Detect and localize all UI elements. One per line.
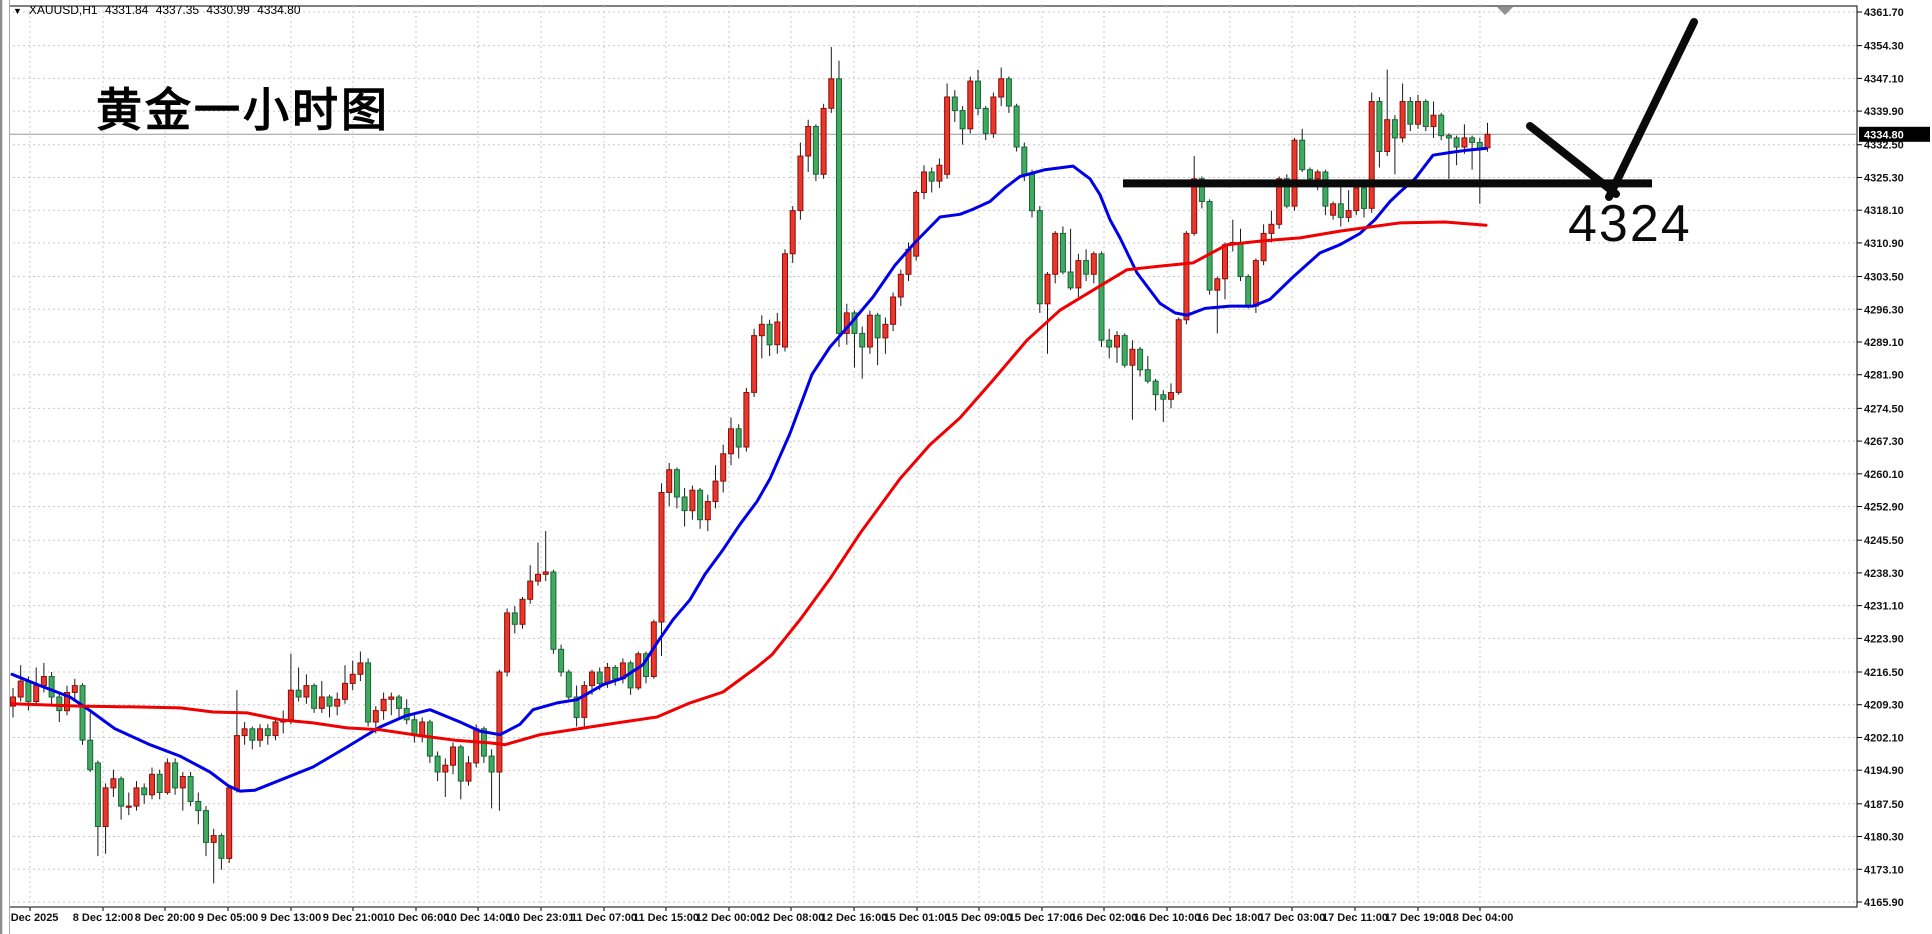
price-axis[interactable]: 4361.70 4354.30 4347.10 4339.90 4332.50 4325.… [1857, 7, 1904, 909]
high-value: 4337.35 [155, 3, 200, 17]
svg-text:9 Dec 13:00: 9 Dec 13:00 [261, 912, 322, 924]
svg-text:4180.30: 4180.30 [1864, 832, 1904, 844]
svg-text:4325.30: 4325.30 [1864, 173, 1904, 185]
svg-text:4339.90: 4339.90 [1864, 106, 1904, 118]
svg-text:11 Dec 07:00: 11 Dec 07:00 [571, 912, 637, 924]
ohlc-readout: ▼ XAUUSD,H1 4331.84 4337.35 4330.99 4334.… [13, 3, 305, 17]
svg-text:10 Dec 14:00: 10 Dec 14:00 [445, 912, 512, 924]
svg-text:8 Dec 12:00: 8 Dec 12:00 [73, 912, 134, 924]
svg-text:10 Dec 06:00: 10 Dec 06:00 [383, 912, 450, 924]
svg-text:4260.10: 4260.10 [1864, 469, 1904, 481]
arrow-up-stroke [1605, 18, 1698, 201]
svg-text:4187.50: 4187.50 [1864, 799, 1904, 811]
svg-text:10 Dec 23:01: 10 Dec 23:01 [508, 912, 575, 924]
svg-text:4165.90: 4165.90 [1864, 897, 1904, 909]
svg-text:4173.10: 4173.10 [1864, 864, 1904, 876]
svg-text:8 Dec 2025: 8 Dec 2025 [2, 912, 59, 924]
arrow-down-stroke [1526, 122, 1620, 198]
svg-text:4289.10: 4289.10 [1864, 337, 1904, 349]
svg-text:15 Dec 09:00: 15 Dec 09:00 [946, 912, 1013, 924]
svg-text:4209.30: 4209.30 [1864, 700, 1904, 712]
ma-fast-blue[interactable] [10, 146, 1488, 793]
chart-title-annotation[interactable]: 黄金一小时图 [96, 84, 390, 136]
svg-text:4267.30: 4267.30 [1864, 436, 1904, 448]
svg-text:4332.50: 4332.50 [1864, 140, 1904, 152]
svg-text:12 Dec 08:00: 12 Dec 08:00 [758, 912, 825, 924]
svg-text:16 Dec 18:00: 16 Dec 18:00 [1197, 912, 1264, 924]
svg-text:8 Dec 20:00: 8 Dec 20:00 [135, 912, 196, 924]
svg-text:4194.90: 4194.90 [1864, 765, 1904, 777]
svg-text:4296.30: 4296.30 [1864, 304, 1904, 316]
svg-text:16 Dec 02:00: 16 Dec 02:00 [1071, 912, 1138, 924]
svg-text:17 Dec 03:00: 17 Dec 03:00 [1259, 912, 1326, 924]
svg-text:4347.10: 4347.10 [1864, 73, 1904, 85]
svg-text:18 Dec 04:00: 18 Dec 04:00 [1447, 912, 1514, 924]
svg-text:4274.50: 4274.50 [1864, 403, 1904, 415]
svg-text:11 Dec 15:00: 11 Dec 15:00 [633, 912, 699, 924]
svg-text:15 Dec 01:00: 15 Dec 01:00 [884, 912, 951, 924]
svg-text:15 Dec 17:00: 15 Dec 17:00 [1009, 912, 1076, 924]
svg-text:12 Dec 16:00: 12 Dec 16:00 [821, 912, 888, 924]
time-axis[interactable]: 8 Dec 2025 8 Dec 12:00 8 Dec 20:00 9 Dec 05… [2, 907, 1514, 924]
svg-text:4252.90: 4252.90 [1864, 502, 1904, 514]
svg-text:4310.90: 4310.90 [1864, 238, 1904, 250]
window-left-edge [0, 0, 10, 934]
symbol-period-label: XAUUSD,H1 [28, 3, 98, 17]
svg-text:4245.50: 4245.50 [1864, 535, 1904, 547]
svg-text:4303.50: 4303.50 [1864, 272, 1904, 284]
price-grid [8, 11, 1857, 903]
open-value: 4331.84 [104, 3, 149, 17]
ma-slow-red[interactable] [10, 220, 1488, 747]
chart-shift-marker-icon[interactable] [1497, 7, 1513, 15]
symbol-dropdown-icon[interactable]: ▼ [13, 6, 22, 16]
svg-text:16 Dec 10:00: 16 Dec 10:00 [1134, 912, 1201, 924]
support-price-label[interactable]: 4324 [1568, 195, 1692, 253]
svg-text:4318.10: 4318.10 [1864, 205, 1904, 217]
svg-text:4238.30: 4238.30 [1864, 568, 1904, 580]
svg-text:4216.50: 4216.50 [1864, 667, 1904, 679]
svg-text:4361.70: 4361.70 [1864, 7, 1904, 19]
svg-text:4281.90: 4281.90 [1864, 370, 1904, 382]
svg-text:4354.30: 4354.30 [1864, 41, 1904, 53]
bid-price-tag: 4334.80 [1859, 126, 1930, 142]
plot-area[interactable] [7, 5, 1858, 908]
svg-text:4334.80: 4334.80 [1864, 129, 1904, 141]
svg-text:12 Dec 00:00: 12 Dec 00:00 [696, 912, 763, 924]
svg-text:4202.10: 4202.10 [1864, 733, 1904, 745]
svg-text:9 Dec 21:00: 9 Dec 21:00 [323, 912, 384, 924]
close-value: 4334.80 [257, 3, 301, 17]
trend-annotations[interactable] [1123, 18, 1698, 201]
svg-text:4223.90: 4223.90 [1864, 633, 1904, 645]
svg-text:9 Dec 05:00: 9 Dec 05:00 [198, 912, 259, 924]
low-value: 4330.99 [206, 3, 250, 17]
svg-text:17 Dec 11:00: 17 Dec 11:00 [1322, 912, 1388, 924]
svg-text:4231.10: 4231.10 [1864, 601, 1904, 613]
svg-text:17 Dec 19:00: 17 Dec 19:00 [1385, 912, 1452, 924]
